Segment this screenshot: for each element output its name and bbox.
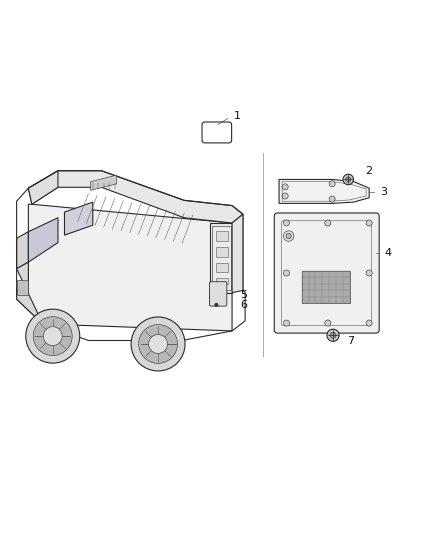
Circle shape: [329, 181, 335, 187]
Circle shape: [327, 329, 339, 341]
Circle shape: [26, 309, 80, 363]
Bar: [17, 279, 28, 295]
Polygon shape: [210, 223, 232, 293]
Polygon shape: [215, 263, 228, 272]
Polygon shape: [215, 231, 228, 241]
Text: 5: 5: [240, 290, 247, 300]
Circle shape: [283, 220, 290, 226]
Circle shape: [131, 317, 185, 371]
Circle shape: [343, 174, 353, 184]
Circle shape: [366, 320, 372, 326]
Text: 3: 3: [380, 187, 387, 197]
Circle shape: [286, 233, 291, 239]
Bar: [302, 271, 350, 303]
Polygon shape: [28, 204, 232, 331]
Circle shape: [282, 184, 288, 190]
Polygon shape: [28, 171, 243, 223]
Polygon shape: [28, 218, 58, 262]
Circle shape: [43, 327, 62, 345]
Polygon shape: [17, 262, 43, 324]
Circle shape: [330, 332, 336, 338]
Circle shape: [329, 196, 335, 202]
Text: 6: 6: [240, 300, 247, 310]
Text: 7: 7: [347, 336, 354, 346]
Polygon shape: [91, 175, 117, 190]
Text: 1: 1: [234, 111, 241, 122]
Circle shape: [283, 320, 290, 326]
Circle shape: [283, 231, 294, 241]
Text: 4: 4: [385, 248, 392, 259]
Polygon shape: [64, 202, 93, 235]
Circle shape: [215, 303, 218, 306]
Circle shape: [366, 270, 372, 276]
Circle shape: [283, 270, 290, 276]
Polygon shape: [28, 171, 58, 204]
Circle shape: [325, 320, 331, 326]
Circle shape: [33, 317, 72, 356]
Text: 2: 2: [365, 166, 372, 176]
Polygon shape: [232, 214, 243, 293]
Polygon shape: [17, 232, 28, 269]
Circle shape: [346, 177, 351, 182]
Circle shape: [148, 335, 167, 353]
FancyBboxPatch shape: [274, 213, 379, 333]
Circle shape: [282, 193, 288, 199]
Polygon shape: [215, 278, 228, 284]
Circle shape: [366, 220, 372, 226]
FancyBboxPatch shape: [209, 282, 227, 306]
Polygon shape: [215, 247, 228, 257]
Polygon shape: [279, 180, 369, 204]
Circle shape: [325, 220, 331, 226]
Circle shape: [139, 325, 177, 364]
